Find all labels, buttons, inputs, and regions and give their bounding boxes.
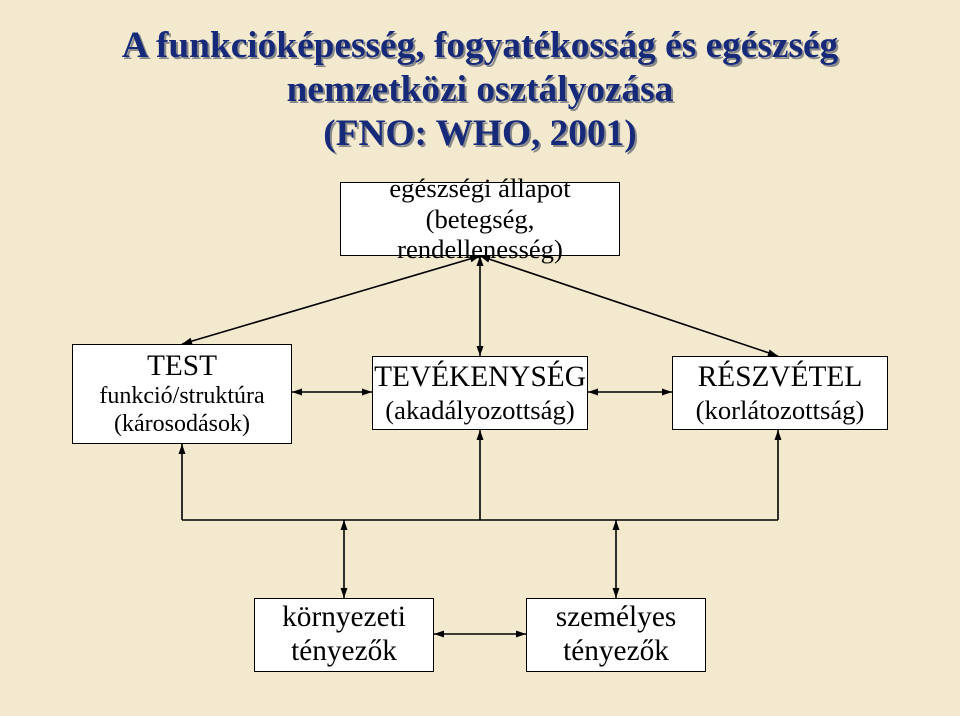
box-pers: személyestényezők (526, 598, 706, 672)
box-body-line-1: TEST (147, 350, 217, 384)
box-env-line-1: környezeti (282, 601, 406, 635)
box-health-line-1: egészségi állapot (389, 173, 570, 204)
box-activity: TEVÉKENYSÉG(akadályozottság) (372, 356, 588, 430)
box-env-line-2: tényezők (291, 635, 397, 669)
box-activity-line-1: TEVÉKENYSÉG (374, 361, 586, 395)
box-activity-line-2: (akadályozottság) (385, 395, 574, 426)
diagram-stage: A funkcióképesség, fogyatékosság és egés… (0, 0, 960, 716)
box-pers-line-2: tényezők (563, 635, 669, 669)
title-line-2: nemzetközi osztályozása (0, 68, 960, 111)
box-env: környezetitényezők (254, 598, 434, 672)
box-health: egészségi állapot(betegség, rendelleness… (340, 182, 620, 256)
box-body-line-2: funkció/struktúra (99, 383, 264, 411)
box-part-line-1: RÉSZVÉTEL (698, 361, 863, 395)
box-health-line-2: (betegség, rendellenesség) (347, 204, 613, 265)
box-part-line-2: (korlátozottság) (696, 395, 865, 426)
box-pers-line-1: személyes (556, 601, 677, 635)
box-body-line-3: (károsodások) (114, 411, 250, 439)
title-line-3: (FNO: WHO, 2001) (0, 112, 960, 155)
box-body: TESTfunkció/struktúra(károsodások) (72, 344, 292, 444)
title-line-1: A funkcióképesség, fogyatékosság és egés… (0, 24, 960, 67)
box-part: RÉSZVÉTEL(korlátozottság) (672, 356, 888, 430)
